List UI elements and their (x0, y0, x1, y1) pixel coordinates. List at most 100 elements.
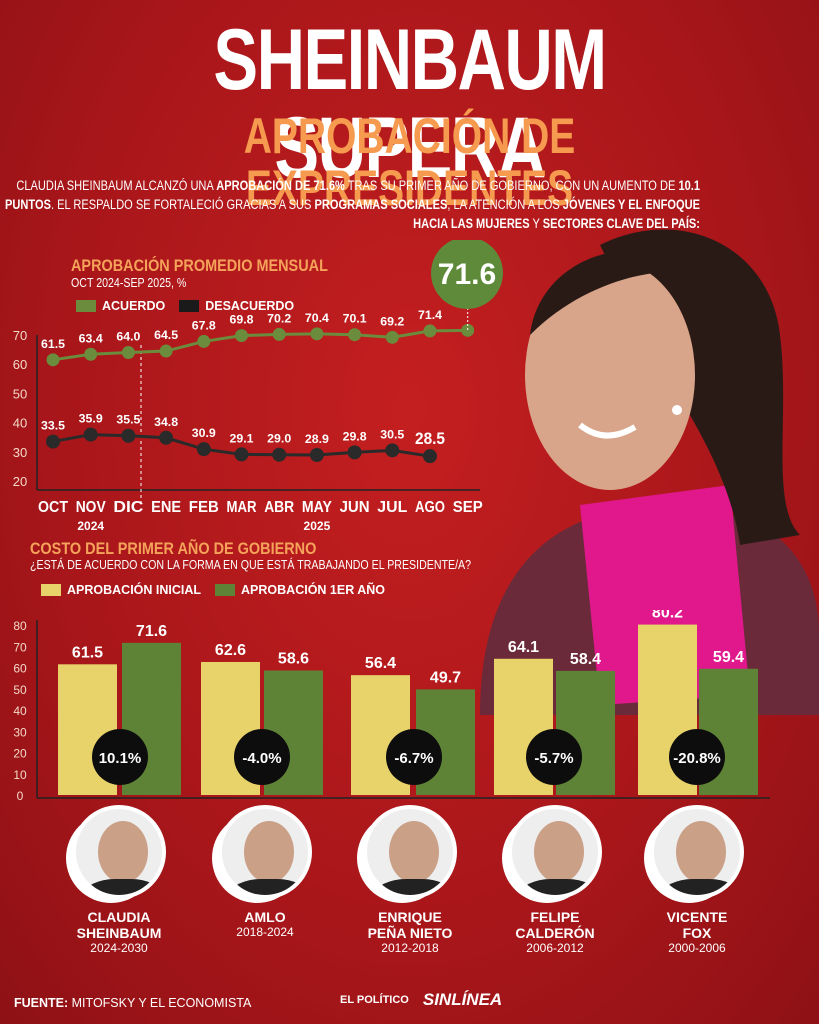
president-term: 2024-2030 (90, 941, 148, 955)
bar-value-label: 58.6 (278, 650, 309, 667)
president-last-name: SHEINBAUM (76, 925, 162, 941)
intro-text: Y (529, 216, 543, 231)
legend-label-desacuerdo: DESACUERDO (205, 299, 295, 313)
y-tick-label: 80 (13, 619, 27, 633)
data-label: 30.9 (192, 426, 216, 440)
bar-chart: 0 10 20 30 40 50 60 70 80 61.5 62.6 56.4 64.1 80.2 71.… (13, 610, 770, 803)
x-tick-label: DIC (113, 499, 143, 516)
data-label: 35.9 (79, 412, 103, 426)
data-label: 69.8 (230, 313, 254, 327)
bar-value-label: 62.6 (215, 642, 246, 659)
legend-label-primer-anio: APROBACIÓN 1ER AÑO (241, 583, 386, 597)
year-label: 2024 (77, 519, 104, 533)
source-label: FUENTE: (14, 996, 69, 1010)
president-first-name: VICENTE (666, 909, 728, 925)
intro-text: , LA ATENCIÓN A LOS (447, 197, 563, 212)
bar-value-label: 59.4 (713, 649, 744, 666)
data-label: 35.5 (116, 413, 140, 427)
president-last-name: PEÑA NIETO (367, 925, 453, 941)
y-tick-label: 10 (13, 768, 27, 782)
data-point (385, 330, 399, 344)
president-card: VICENTE FOX 2000-2006 (627, 800, 767, 955)
x-tick-label: AGO (415, 499, 445, 516)
highlight-value: 71.6 (438, 258, 496, 291)
change-label: 10.1% (99, 750, 142, 767)
data-point (46, 434, 60, 449)
logo-sinlinea: SINLÍNEA (422, 990, 503, 1009)
data-point (159, 430, 174, 445)
bar-value-label: 80.2 (652, 610, 683, 622)
y-tick-label: 60 (13, 662, 27, 676)
intro-paragraph: CLAUDIA SHEINBAUM ALCANZÓ UNA APROBACIÓN… (3, 176, 700, 233)
y-tick-label: 0 (17, 789, 24, 803)
line-chart-subtitle: OCT 2024-SEP 2025, % (71, 276, 187, 290)
data-point (348, 328, 362, 342)
y-tick-label: 20 (13, 747, 27, 761)
data-label: 28.5 (415, 429, 445, 448)
data-point (46, 353, 60, 367)
change-badge (386, 729, 442, 785)
data-label: 70.1 (343, 312, 367, 326)
president-first-name: CLAUDIA (87, 909, 151, 925)
president-portrait (218, 805, 312, 899)
president-card: ENRIQUE PEÑA NIETO 2012-2018 (340, 800, 480, 955)
change-label: -4.0% (242, 750, 281, 767)
president-name: FELIPE CALDERÓN (485, 909, 625, 941)
intro-text: TRAS SU PRIMER AÑO DE GOBIERNO, CON UN A… (344, 178, 679, 193)
line-legend: ACUERDO DESACUERDO (76, 299, 294, 313)
year-label: 2025 (304, 519, 331, 533)
legend-swatch-primer-anio (215, 584, 236, 596)
president-first-name: FELIPE (530, 909, 580, 925)
data-label: 33.5 (41, 419, 65, 433)
y-tick-label: 40 (13, 416, 27, 431)
president-name: AMLO (195, 909, 335, 925)
data-point (309, 448, 324, 463)
y-tick-label: 50 (13, 386, 27, 401)
data-point (235, 329, 248, 343)
line-chart: 20 30 40 50 60 70 OCT NOV DIC ENE FEB MAR ABR MAY JUN J… (13, 240, 503, 533)
change-badge (526, 729, 582, 785)
data-label: 61.5 (41, 337, 65, 351)
bar-value-label: 58.4 (570, 651, 601, 668)
logo-el-politico: EL POLÍTICO (340, 994, 409, 1006)
president-portrait (363, 805, 457, 899)
data-label: 71.4 (418, 308, 442, 322)
source-text: MITOFSKY Y EL ECONOMISTA (68, 996, 252, 1010)
page-title: SHEINBAUM SUPERA (213, 12, 607, 196)
bar-value-label: 56.4 (365, 655, 396, 672)
change-badge (234, 729, 290, 785)
bar-value-label: 61.5 (72, 644, 103, 661)
bar-value-label: 71.6 (136, 623, 167, 640)
x-tick-label: SEP (453, 499, 483, 516)
series-line-acuerdo (52, 328, 468, 362)
intro-text: . EL RESPALDO SE FORTALECIÓ GRACIAS A SU… (50, 197, 315, 212)
intro-bold: APROBACIÓN DE 71.6% (216, 178, 345, 193)
page-subtitle: APROBACIÓN DE EXPRESIDENTES (243, 108, 576, 216)
data-point (272, 327, 286, 341)
data-label: 29.0 (267, 432, 291, 446)
data-label: 63.4 (79, 331, 103, 345)
change-badge (669, 729, 725, 785)
x-tick-label: MAR (227, 499, 257, 516)
president-card: AMLO 2018-2024 (195, 800, 335, 939)
x-tick-label: ABR (264, 499, 294, 516)
data-label: 64.5 (154, 328, 178, 342)
data-label: 29.8 (343, 429, 367, 443)
data-label: 69.2 (380, 314, 404, 328)
data-point (159, 344, 173, 358)
data-point (196, 442, 211, 457)
change-badge (92, 729, 148, 785)
data-label: 34.8 (154, 415, 178, 429)
data-label: 70.2 (267, 311, 291, 325)
president-portrait (650, 805, 744, 899)
intro-bold: JÓVENES Y EL ENFOQUE HACIA LAS MUJERES (413, 197, 700, 231)
x-tick-label: MAY (302, 499, 332, 516)
data-point (197, 334, 211, 348)
line-chart-title: APROBACIÓN PROMEDIO MENSUAL (71, 256, 328, 275)
y-tick-label: 70 (13, 328, 27, 343)
legend-label-inicial: APROBACIÓN INICIAL (67, 583, 202, 597)
president-portrait (72, 805, 166, 899)
president-term: 2018-2024 (236, 925, 294, 939)
y-tick-label: 70 (13, 640, 27, 654)
y-tick-label: 30 (13, 445, 27, 460)
